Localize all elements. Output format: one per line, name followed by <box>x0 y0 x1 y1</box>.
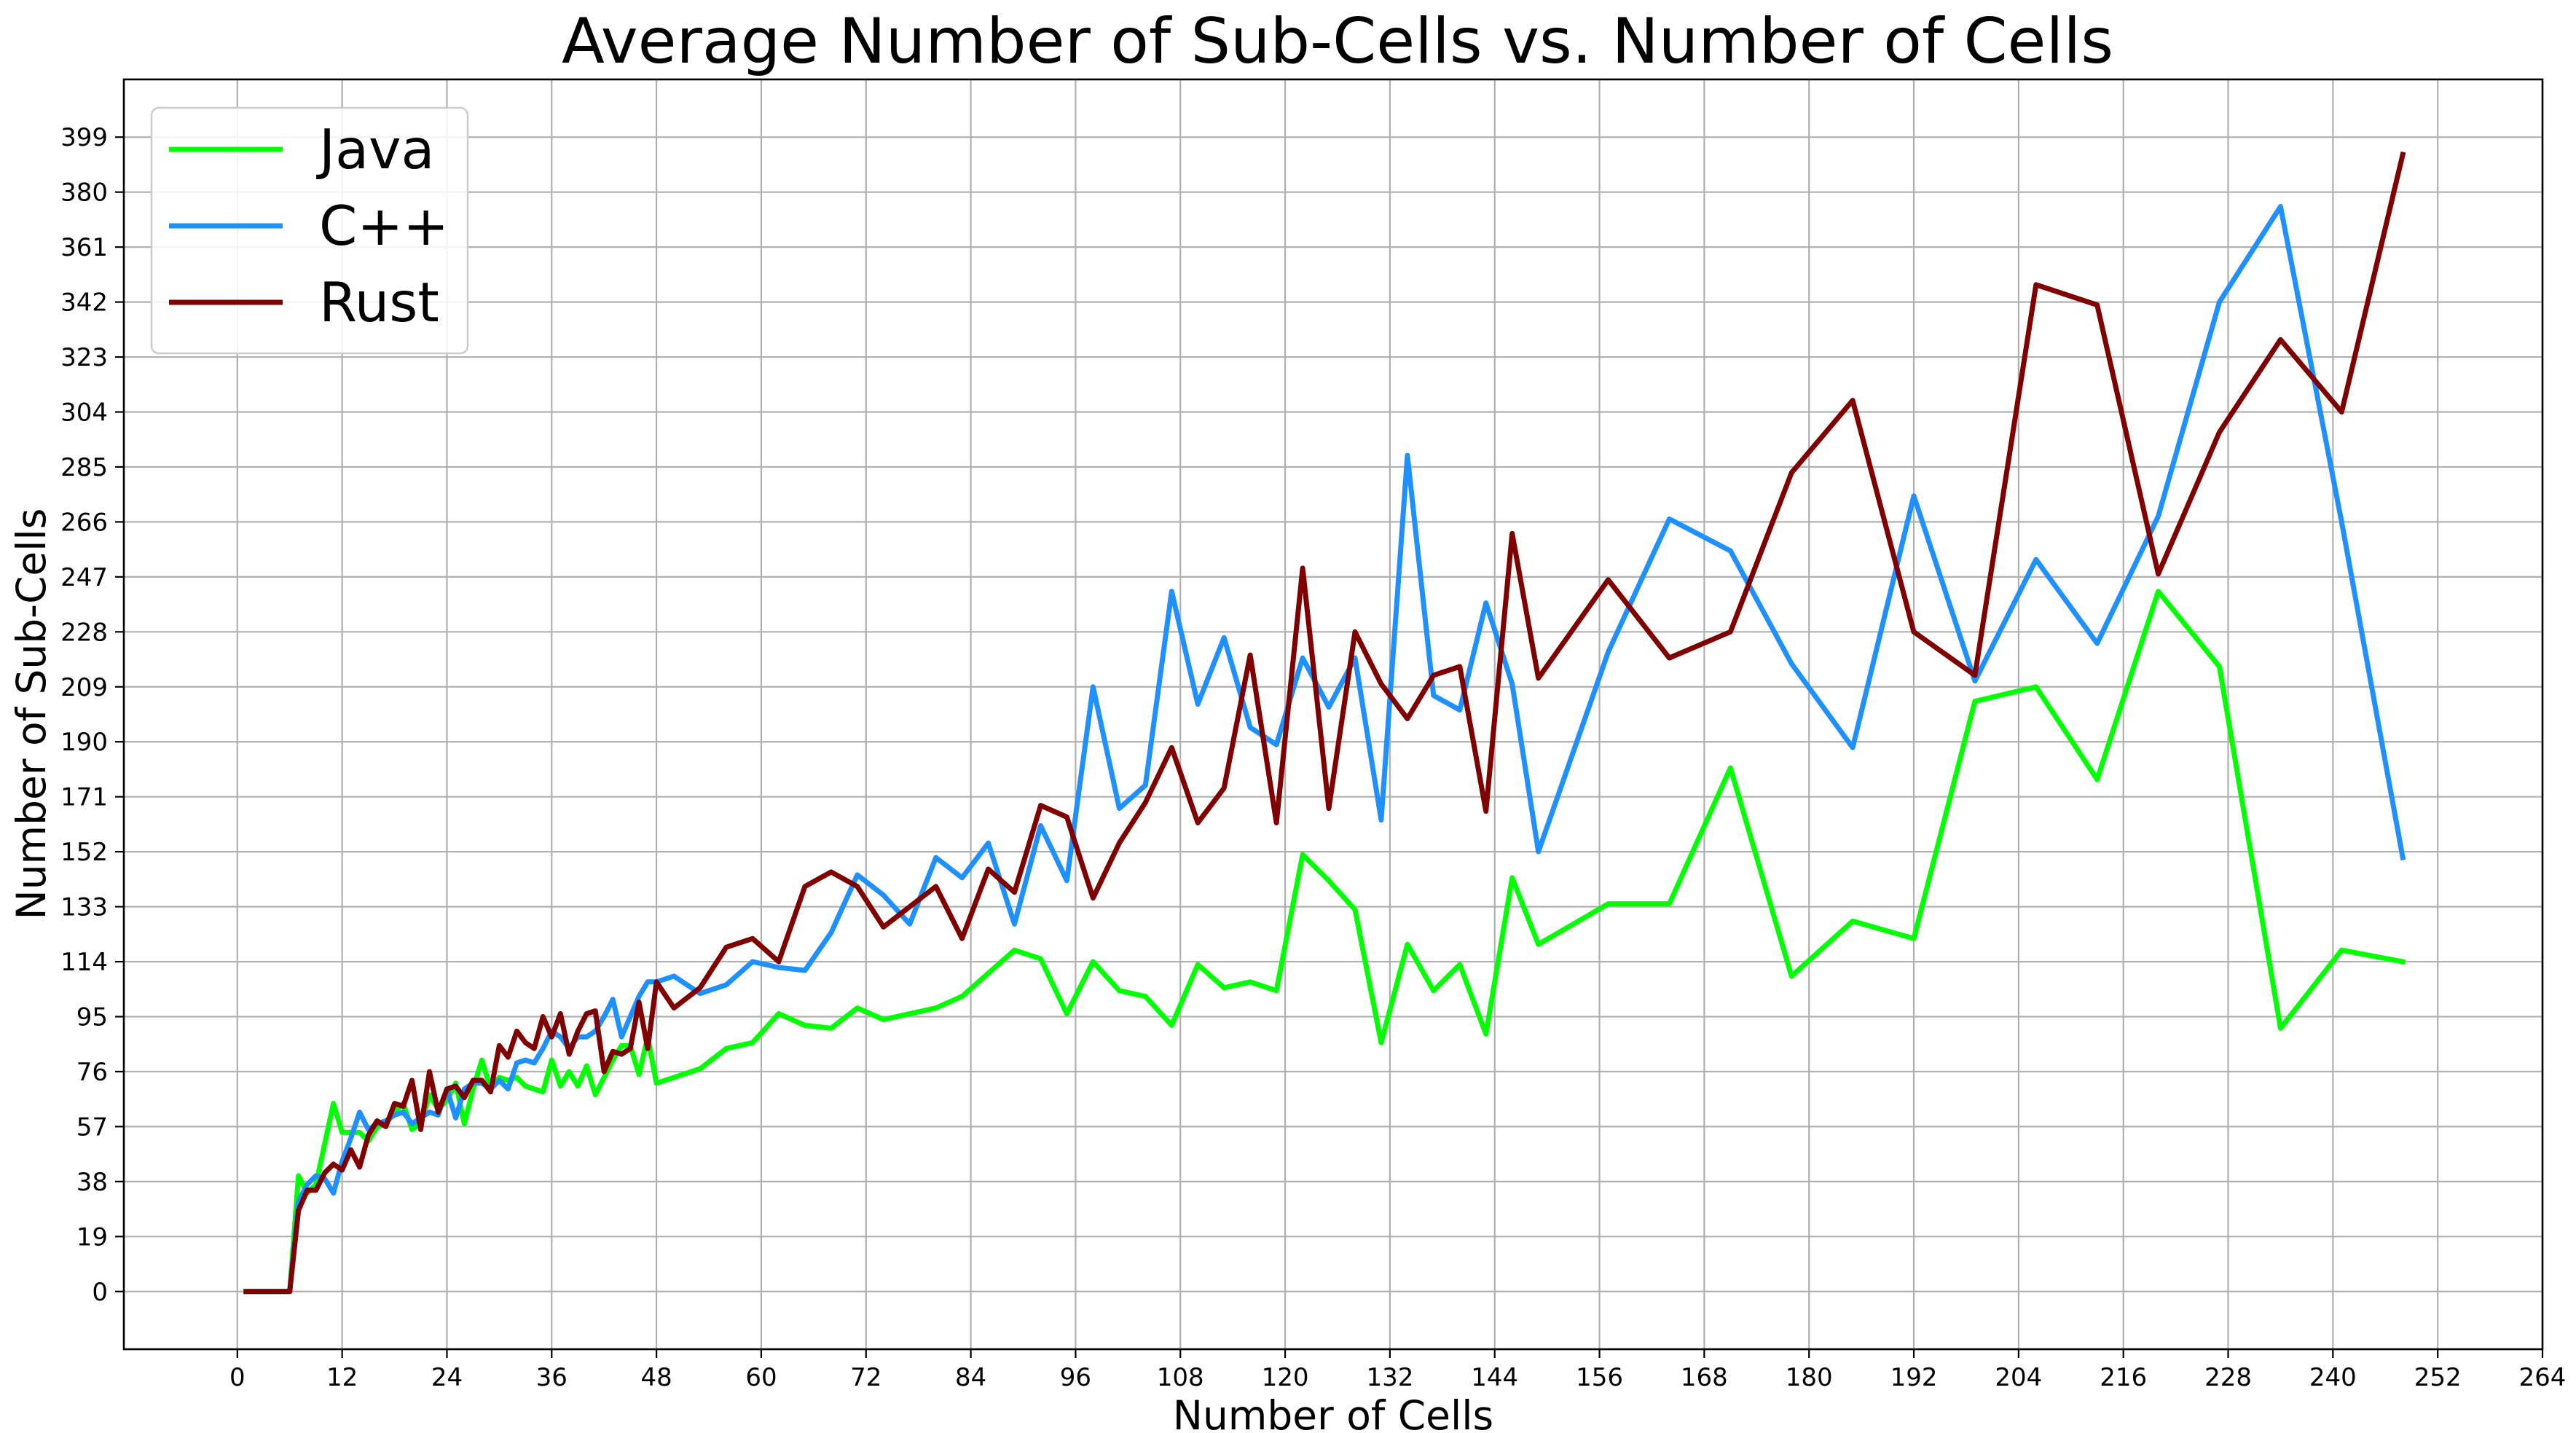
y-tick-label: 133 <box>60 893 108 922</box>
y-tick-label: 228 <box>60 618 108 647</box>
x-tick-label: 216 <box>2100 1363 2147 1392</box>
x-tick-label: 120 <box>1262 1363 1309 1392</box>
y-tick-label: 399 <box>60 123 108 152</box>
y-tick-label: 19 <box>76 1222 108 1252</box>
y-tick-label: 323 <box>60 343 108 372</box>
y-tick-label: 209 <box>60 673 108 702</box>
x-tick-label: 72 <box>850 1363 881 1392</box>
legend-entries: Java C++ Rust <box>169 117 449 334</box>
y-tick-label: 342 <box>60 288 108 318</box>
legend-label: Rust <box>319 270 439 334</box>
series-line-java <box>243 589 2406 1295</box>
y-tick-label: 247 <box>60 563 108 592</box>
y-tick-label: 285 <box>60 453 108 482</box>
x-tick-label: 96 <box>1060 1363 1091 1392</box>
x-tick-label: 12 <box>326 1363 358 1392</box>
x-tick-label: 228 <box>2204 1363 2252 1392</box>
y-tick-label: 361 <box>60 233 108 262</box>
y-tick-label: 171 <box>60 783 108 812</box>
x-tick-label: 0 <box>229 1363 246 1392</box>
x-tick-label: 180 <box>1786 1363 1833 1392</box>
x-tick-label: 156 <box>1576 1363 1623 1392</box>
legend: Java C++ Rust <box>150 106 469 355</box>
x-tick-label: 264 <box>2519 1363 2567 1392</box>
x-tick-label: 144 <box>1471 1363 1518 1392</box>
y-tick-label: 190 <box>60 728 108 757</box>
x-tick-label: 132 <box>1366 1363 1413 1392</box>
x-tick-label: 108 <box>1157 1363 1204 1392</box>
x-tick-label: 252 <box>2414 1363 2462 1392</box>
legend-frame <box>150 106 469 355</box>
x-tick-label: 36 <box>536 1363 568 1392</box>
y-tick-label: 57 <box>76 1112 108 1142</box>
x-tick-label: 24 <box>431 1363 463 1392</box>
x-tick-label: 204 <box>1995 1363 2042 1392</box>
y-tick-label: 152 <box>60 838 108 867</box>
x-tick-label: 48 <box>640 1363 672 1392</box>
legend-label: C++ <box>319 194 449 258</box>
y-tick-label: 95 <box>76 1003 108 1032</box>
y-tick-label: 38 <box>76 1168 108 1197</box>
y-tick-label: 380 <box>60 178 108 208</box>
y-tick-label: 304 <box>60 399 108 428</box>
y-tick-label: 76 <box>76 1058 108 1087</box>
y-tick-label: 0 <box>92 1278 108 1307</box>
x-tick-label: 240 <box>2309 1363 2357 1392</box>
y-axis-label: Number of Sub-Cells <box>8 509 55 920</box>
y-tick-label: 114 <box>60 948 108 977</box>
x-axis-label: Number of Cells <box>1173 1392 1493 1433</box>
y-tick-label: 266 <box>60 508 108 537</box>
series-line-cplus <box>243 204 2406 1295</box>
y-axis-ticks: 0 19 38 57 76 95 114 133 152 171 190 209 228 247 266 28… <box>60 123 124 1307</box>
x-tick-label: 168 <box>1681 1363 1728 1392</box>
x-axis-ticks: 0 12 24 36 48 60 72 84 96 108 120 132 144 156 168 180 19… <box>229 1349 2566 1392</box>
chart-title: Average Number of Sub-Cells vs. Number o… <box>562 5 2113 78</box>
x-tick-label: 84 <box>955 1363 986 1392</box>
series-line-rust <box>243 151 2406 1295</box>
series-lines <box>243 151 2406 1295</box>
plot-frame <box>122 78 2544 1351</box>
x-tick-label: 60 <box>745 1363 777 1392</box>
x-tick-label: 192 <box>1890 1363 1938 1392</box>
legend-label: Java <box>316 117 434 181</box>
